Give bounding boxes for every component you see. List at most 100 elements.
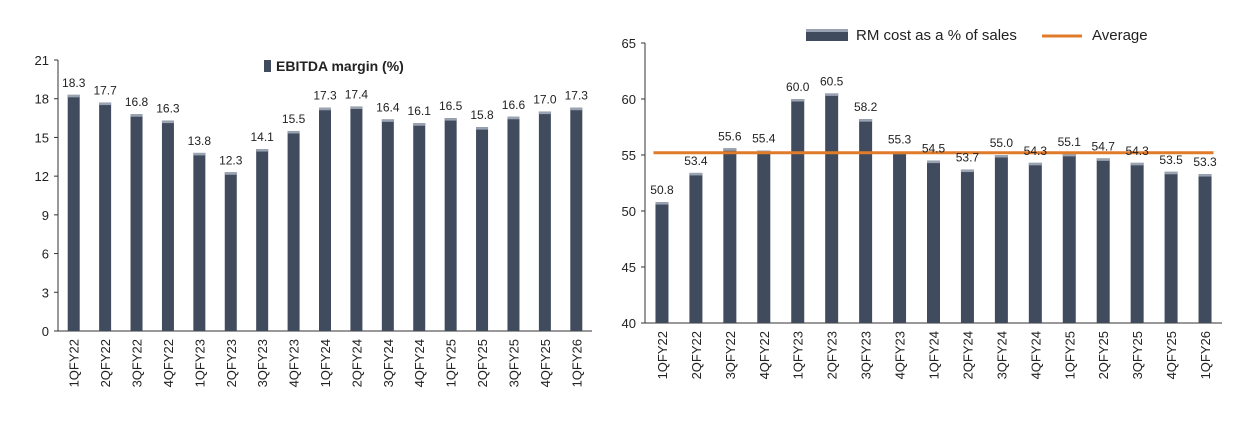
- bar: [476, 127, 489, 331]
- data-label: 54.3: [1024, 144, 1048, 158]
- legend: RM cost as a % of sales Average: [806, 27, 1148, 44]
- bar: [256, 149, 269, 331]
- x-tick-label: 2QFY22: [689, 331, 704, 379]
- bar-cap: [689, 172, 703, 176]
- y-tick-label: 9: [42, 208, 49, 223]
- x-tick-label: 1QFY23: [192, 339, 207, 387]
- bar: [825, 93, 839, 324]
- legend-swatch-ebitda: [264, 60, 271, 72]
- bar-cap: [927, 160, 940, 164]
- bar: [1164, 171, 1178, 323]
- bar-cap: [507, 116, 520, 120]
- data-label: 16.4: [376, 100, 400, 114]
- data-label: 55.3: [888, 133, 912, 147]
- bar: [161, 120, 174, 332]
- bar: [413, 123, 426, 331]
- bar: [287, 130, 300, 331]
- data-label: 58.2: [854, 100, 878, 114]
- bar-cap: [1198, 174, 1212, 177]
- x-tick-label: 1QFY22: [655, 331, 670, 379]
- bar-cap: [256, 149, 269, 152]
- y-tick-label: 50: [622, 204, 636, 219]
- y-tick-label: 0: [42, 324, 49, 339]
- x-tick-label: 3QFY25: [506, 339, 521, 387]
- data-label: 17.4: [345, 87, 369, 101]
- y-tick-label: 15: [35, 130, 49, 145]
- x-tick-label: 3QFY24: [994, 331, 1009, 379]
- bar-cap: [67, 94, 80, 98]
- bar-cap: [99, 102, 112, 106]
- data-label: 55.1: [1058, 135, 1082, 149]
- bar-cap: [161, 120, 174, 124]
- y-tick-label: 21: [35, 53, 49, 68]
- bar: [507, 116, 520, 332]
- bar: [319, 107, 331, 331]
- bar: [655, 202, 669, 323]
- data-label: 17.0: [533, 93, 557, 107]
- x-tick-label: 1QFY26: [1198, 331, 1213, 379]
- bar: [1096, 158, 1110, 323]
- bar-cap: [476, 127, 489, 130]
- data-label: 16.3: [156, 102, 180, 116]
- bar-cap: [994, 155, 1008, 158]
- data-label: 53.5: [1159, 153, 1183, 167]
- bar: [757, 150, 771, 323]
- bar: [130, 114, 143, 331]
- data-label: 55.4: [752, 132, 776, 146]
- x-tick-label: 2QFY25: [1096, 331, 1111, 379]
- y-tick-label: 3: [42, 285, 49, 300]
- y-tick-label: 45: [622, 260, 636, 275]
- ebitda-margin-chart: 0 3 6 9 12 15 18 21 18.3 17.7 16.8 16.3 13.8 12.3 14.…: [35, 53, 592, 387]
- data-label: 17.3: [313, 89, 337, 103]
- bar: [1028, 162, 1042, 323]
- bar: [960, 169, 974, 323]
- bar-cap: [723, 148, 737, 151]
- x-tick-label: 2QFY23: [224, 339, 239, 387]
- data-label: 55.6: [718, 129, 742, 143]
- data-label: 12.3: [219, 153, 243, 167]
- x-tick-label: 2QFY25: [475, 339, 490, 387]
- bar-cap: [130, 114, 143, 117]
- bar: [791, 99, 805, 323]
- bar: [350, 106, 363, 331]
- data-label: 53.4: [684, 154, 708, 168]
- x-tick-label: 2QFY24: [960, 331, 975, 379]
- bar: [859, 119, 873, 323]
- data-label: 16.8: [125, 95, 149, 109]
- x-tick-label: 2QFY24: [349, 339, 364, 387]
- x-tick-label: 4QFY24: [1028, 331, 1043, 379]
- bar-cap: [791, 99, 805, 102]
- x-tick-label: 1QFY25: [444, 339, 459, 387]
- x-tick-label: 1QFY25: [1062, 331, 1077, 379]
- x-tick-label: 3QFY22: [723, 331, 738, 379]
- data-label: 16.1: [408, 104, 432, 118]
- data-label: 50.8: [650, 183, 674, 197]
- data-label: 53.3: [1193, 155, 1217, 169]
- bar: [1130, 162, 1144, 323]
- legend-label-average: Average: [1092, 27, 1148, 44]
- x-tick-label: 3QFY23: [255, 339, 270, 387]
- bar: [689, 172, 703, 323]
- bar-cap: [538, 111, 551, 115]
- bar: [67, 94, 80, 331]
- bar: [570, 107, 583, 331]
- y-tick-label: 55: [622, 148, 636, 163]
- x-tick-label: 4QFY22: [161, 339, 176, 387]
- bar-cap: [444, 118, 457, 121]
- data-label: 54.3: [1125, 144, 1149, 158]
- bar-cap: [224, 172, 237, 175]
- x-tick-label: 4QFY25: [1164, 331, 1179, 379]
- x-tick-label: 1QFY24: [318, 339, 333, 387]
- y-tick-label: 65: [622, 36, 636, 51]
- bar: [1198, 174, 1212, 323]
- bar-cap: [1130, 162, 1144, 166]
- x-tick-label: 1QFY26: [569, 339, 584, 387]
- bar-cap: [1062, 153, 1076, 157]
- x-tick-label: 4QFY22: [757, 331, 772, 379]
- legend-label-rm-cost: RM cost as a % of sales: [856, 27, 1017, 44]
- bar: [927, 160, 940, 323]
- data-label: 15.8: [470, 108, 494, 122]
- bar: [193, 152, 206, 331]
- data-label: 15.5: [282, 112, 306, 126]
